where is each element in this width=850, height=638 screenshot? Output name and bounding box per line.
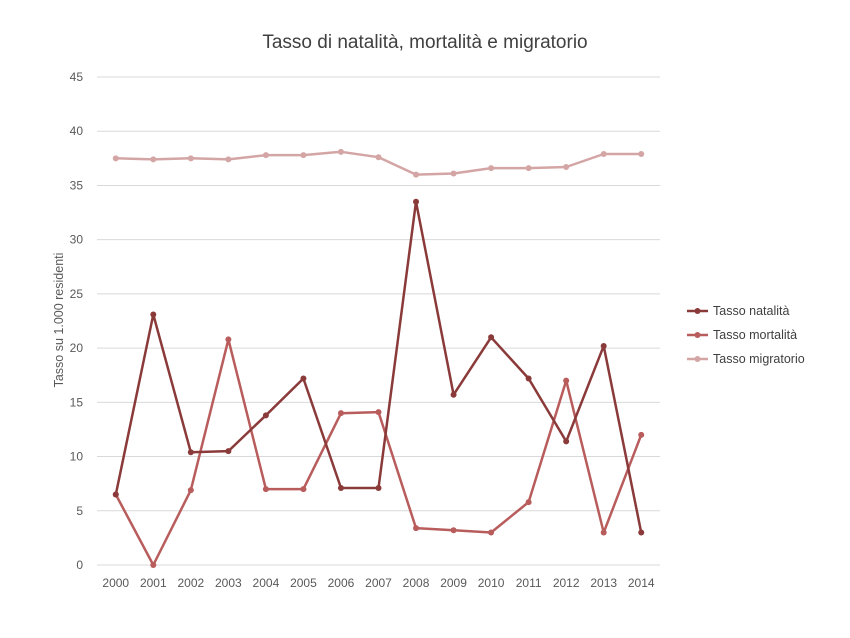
x-tick-label: 2006 bbox=[328, 576, 355, 590]
gridlines bbox=[97, 76, 660, 566]
data-point bbox=[337, 148, 344, 155]
data-point bbox=[225, 156, 232, 163]
data-point bbox=[150, 311, 157, 318]
x-tick-label: 2013 bbox=[590, 576, 617, 590]
x-axis-ticks: 2000 2001 2002 2003 2004 2005 2006 2007 2008 2009… bbox=[102, 576, 654, 590]
y-tick-label: 25 bbox=[70, 287, 84, 301]
x-tick-label: 2010 bbox=[478, 576, 505, 590]
legend-label: Tasso mortalità bbox=[713, 328, 797, 342]
legend-swatch-marker bbox=[694, 356, 701, 362]
data-point bbox=[262, 412, 269, 419]
series-0 bbox=[112, 198, 645, 536]
legend-label: Tasso migratorio bbox=[713, 352, 805, 366]
y-tick-label: 30 bbox=[70, 233, 84, 247]
data-point bbox=[225, 336, 232, 343]
data-point bbox=[337, 485, 344, 492]
y-tick-label: 0 bbox=[76, 558, 83, 572]
x-tick-label: 2000 bbox=[102, 576, 129, 590]
legend-label: Tasso natalità bbox=[713, 304, 789, 318]
x-tick-label: 2008 bbox=[403, 576, 430, 590]
series-line bbox=[114, 200, 643, 533]
data-point bbox=[413, 198, 420, 205]
data-point bbox=[112, 155, 119, 162]
data-point bbox=[450, 170, 457, 177]
y-tick-label: 20 bbox=[70, 341, 84, 355]
data-point bbox=[450, 527, 457, 534]
data-point bbox=[450, 391, 457, 398]
data-point bbox=[112, 491, 119, 498]
legend-item: Tasso migratorio bbox=[687, 352, 805, 366]
data-point bbox=[563, 377, 570, 384]
data-point bbox=[600, 342, 607, 349]
x-tick-label: 2014 bbox=[628, 576, 655, 590]
data-point bbox=[375, 409, 382, 416]
y-tick-label: 10 bbox=[70, 450, 84, 464]
x-tick-label: 2003 bbox=[215, 576, 242, 590]
y-axis-ticks: 0 5 10 15 20 25 30 35 40 45 bbox=[70, 70, 84, 572]
x-tick-label: 2007 bbox=[365, 576, 392, 590]
data-point bbox=[638, 529, 645, 536]
data-point bbox=[262, 152, 269, 159]
legend-swatch-marker bbox=[694, 332, 701, 338]
data-point bbox=[187, 487, 194, 494]
data-point bbox=[225, 448, 232, 455]
legend-swatch-marker bbox=[694, 308, 701, 314]
y-tick-label: 45 bbox=[70, 70, 84, 84]
data-point bbox=[150, 562, 157, 568]
y-tick-label: 40 bbox=[70, 124, 84, 138]
data-point bbox=[638, 150, 645, 157]
data-point bbox=[638, 431, 645, 438]
x-tick-label: 2004 bbox=[253, 576, 280, 590]
series-lines bbox=[112, 148, 645, 568]
data-point bbox=[150, 156, 157, 163]
chart-title: Tasso di natalità, mortalità e migratori… bbox=[262, 32, 587, 53]
data-point bbox=[375, 485, 382, 492]
data-point bbox=[525, 165, 532, 172]
data-point bbox=[488, 165, 495, 172]
data-point bbox=[262, 486, 269, 493]
series-2 bbox=[112, 148, 645, 178]
y-tick-label: 5 bbox=[76, 504, 83, 518]
data-point bbox=[563, 438, 570, 445]
x-tick-label: 2002 bbox=[177, 576, 204, 590]
data-point bbox=[525, 499, 532, 506]
data-point bbox=[300, 486, 307, 493]
data-point bbox=[413, 525, 420, 532]
data-point bbox=[488, 529, 495, 536]
data-point bbox=[413, 171, 420, 178]
y-axis-label: Tasso su 1.000 residenti bbox=[52, 253, 66, 388]
y-tick-label: 35 bbox=[70, 178, 84, 192]
legend-item: Tasso mortalità bbox=[687, 328, 797, 342]
x-tick-label: 2005 bbox=[290, 576, 317, 590]
x-tick-label: 2011 bbox=[516, 576, 542, 590]
legend: Tasso natalità Tasso mortalità Tasso migra… bbox=[687, 304, 805, 366]
data-point bbox=[375, 154, 382, 161]
data-point bbox=[600, 150, 607, 157]
x-tick-label: 2012 bbox=[553, 576, 580, 590]
x-tick-label: 2001 bbox=[140, 576, 167, 590]
data-point bbox=[187, 155, 194, 162]
x-tick-label: 2009 bbox=[440, 576, 467, 590]
data-point bbox=[563, 164, 570, 171]
data-point bbox=[488, 334, 495, 341]
data-point bbox=[187, 449, 194, 456]
data-point bbox=[300, 152, 307, 159]
data-point bbox=[600, 529, 607, 536]
y-tick-label: 15 bbox=[70, 395, 84, 409]
data-point bbox=[300, 375, 307, 382]
data-point bbox=[337, 410, 344, 417]
legend-item: Tasso natalità bbox=[687, 304, 789, 318]
data-point bbox=[525, 375, 532, 382]
